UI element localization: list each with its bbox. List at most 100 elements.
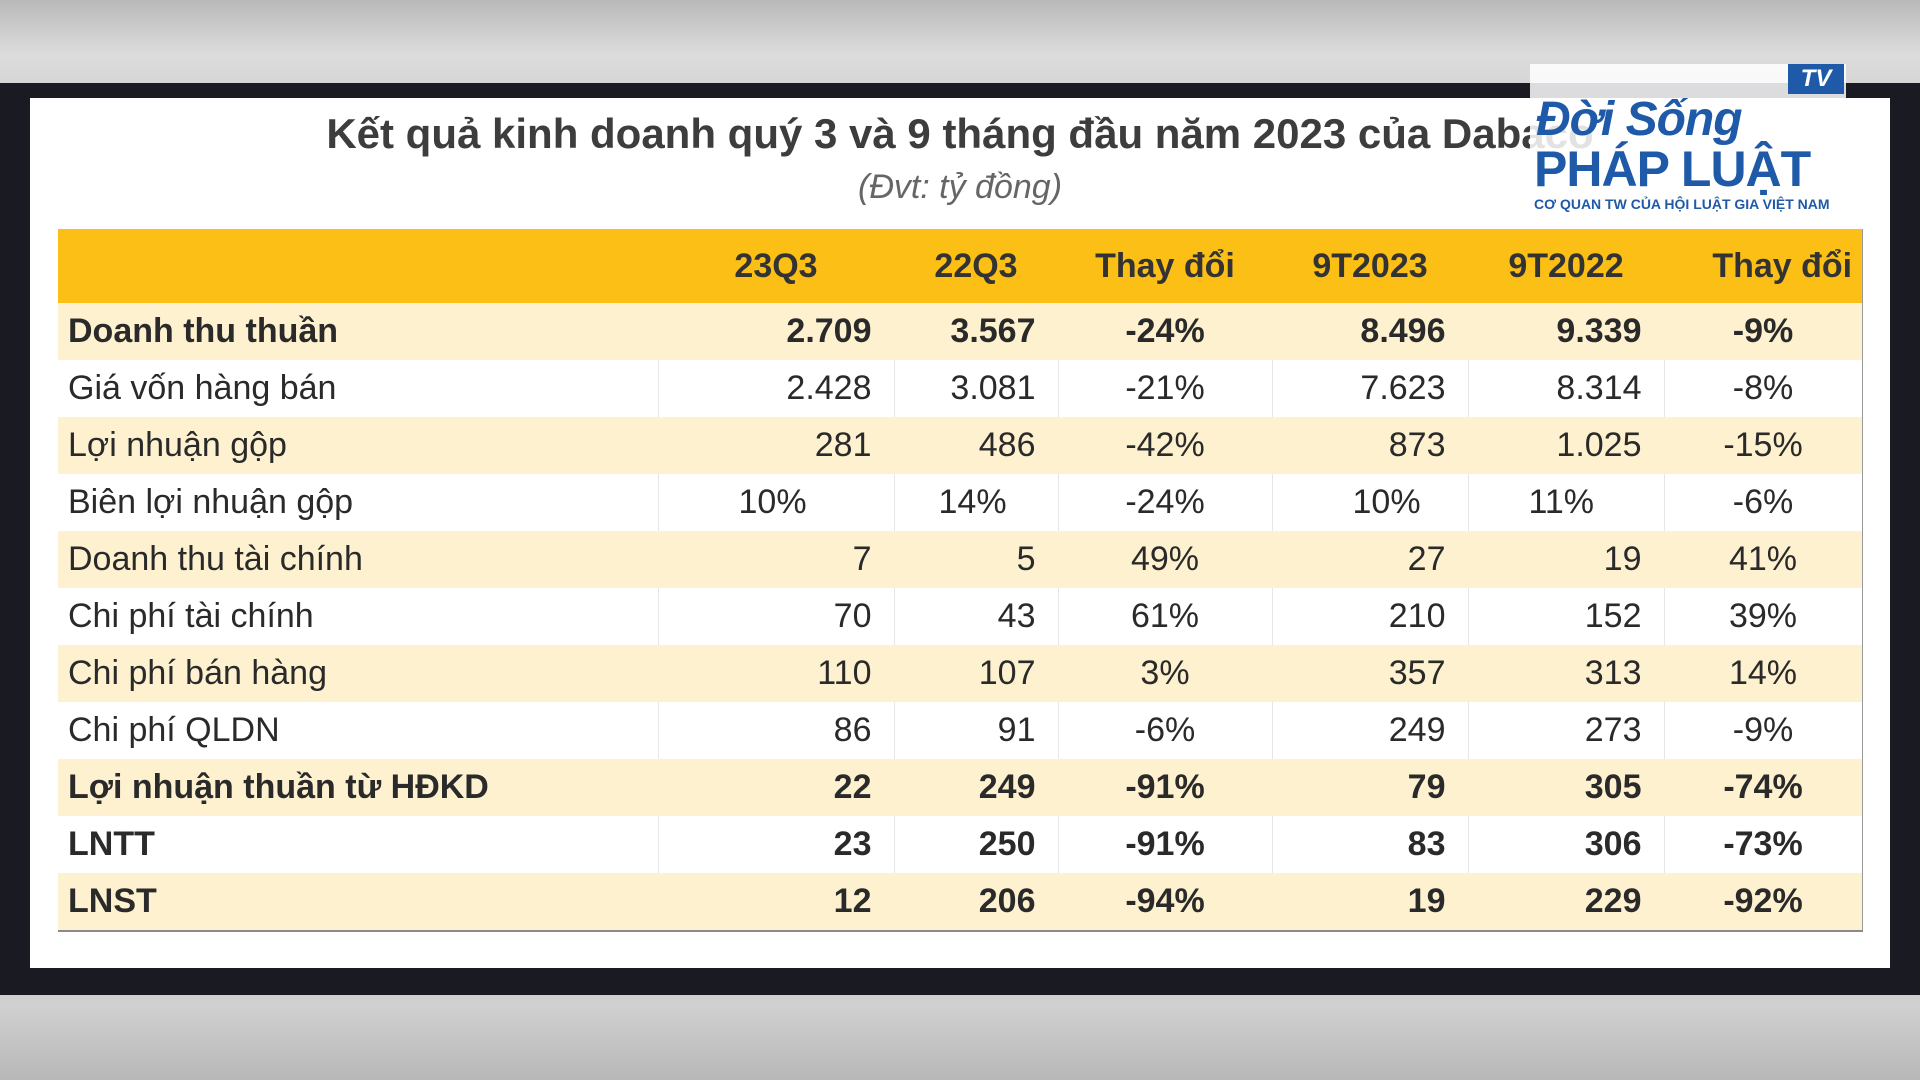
cell-m9-2022: 1.025 bbox=[1467, 417, 1664, 474]
cell-q-change: 3% bbox=[1057, 645, 1272, 702]
row-label: Biên lợi nhuận gộp bbox=[58, 474, 658, 531]
cell-m9-2023: 79 bbox=[1271, 759, 1468, 816]
row-label: LNTT bbox=[58, 816, 658, 873]
cell-m9-change: -15% bbox=[1663, 417, 1862, 474]
header-label bbox=[58, 229, 658, 303]
row-label: Giá vốn hàng bán bbox=[58, 360, 658, 417]
cell-q3-2022: 14% bbox=[893, 474, 1058, 531]
cell-m9-2022: 229 bbox=[1467, 873, 1664, 931]
page-title: Kết quả kinh doanh quý 3 và 9 tháng đầu … bbox=[326, 110, 1594, 157]
cell-m9-2023: 873 bbox=[1271, 417, 1468, 474]
cell-q3-2022: 3.081 bbox=[893, 360, 1058, 417]
cell-m9-change: -9% bbox=[1663, 303, 1862, 360]
row-label: Chi phí bán hàng bbox=[58, 645, 658, 702]
cell-m9-2022: 19 bbox=[1467, 531, 1664, 588]
cell-m9-2023: 7.623 bbox=[1271, 360, 1468, 417]
row-label: Chi phí tài chính bbox=[58, 588, 658, 645]
cell-q3-2023: 86 bbox=[657, 702, 894, 759]
table-row: Lợi nhuận gộp 281 486 -42% 873 1.025 -15% bbox=[58, 417, 1862, 474]
row-label: LNST bbox=[58, 873, 658, 931]
cell-q-change: -42% bbox=[1057, 417, 1272, 474]
cell-m9-change: 41% bbox=[1663, 531, 1862, 588]
cell-q-change: -6% bbox=[1057, 702, 1272, 759]
cell-m9-2022: 306 bbox=[1467, 816, 1664, 873]
cell-q3-2023: 7 bbox=[657, 531, 894, 588]
unit-note: (Đvt: tỷ đồng) bbox=[857, 168, 1063, 206]
cell-q3-2023: 70 bbox=[657, 588, 894, 645]
cell-m9-change: 39% bbox=[1663, 588, 1862, 645]
logo-tagline: CƠ QUAN TW CỦA HỘI LUẬT GIA VIỆT NAM bbox=[1534, 196, 1830, 212]
cell-q3-2022: 249 bbox=[893, 759, 1058, 816]
cell-q3-2023: 10% bbox=[657, 474, 894, 531]
table-header-row: 23Q3 22Q3 Thay đổi 9T2023 9T2022 Thay đổ… bbox=[58, 229, 1862, 303]
cell-q3-2023: 22 bbox=[657, 759, 894, 816]
row-label: Doanh thu thuần bbox=[58, 303, 658, 360]
row-label: Doanh thu tài chính bbox=[58, 531, 658, 588]
cell-m9-2023: 27 bbox=[1271, 531, 1468, 588]
header-23q3: 23Q3 bbox=[658, 229, 894, 303]
logo-line-1: Đời Sống bbox=[1536, 93, 1743, 146]
cell-m9-2023: 10% bbox=[1271, 474, 1468, 531]
logo-line-2: PHÁP LUẬT bbox=[1534, 141, 1811, 197]
cell-m9-2022: 305 bbox=[1467, 759, 1664, 816]
cell-q3-2022: 91 bbox=[893, 702, 1058, 759]
cell-q3-2023: 110 bbox=[657, 645, 894, 702]
header-quarter-change: Thay đổi bbox=[1058, 229, 1272, 303]
table-body: Doanh thu thuần 2.709 3.567 -24% 8.496 9.339-… bbox=[58, 303, 1862, 931]
cell-q3-2022: 107 bbox=[893, 645, 1058, 702]
cell-q3-2023: 23 bbox=[657, 816, 894, 873]
cell-q3-2022: 3.567 bbox=[893, 303, 1058, 360]
table-row: Chi phí bán hàng 110 107 3% 357 313 14% bbox=[58, 645, 1862, 702]
cell-q-change: -24% bbox=[1057, 474, 1272, 531]
cell-m9-2023: 357 bbox=[1271, 645, 1468, 702]
row-label: Lợi nhuận thuần từ HĐKD bbox=[58, 759, 658, 816]
header-9t2022: 9T2022 bbox=[1468, 229, 1664, 303]
cell-m9-2023: 19 bbox=[1271, 873, 1468, 931]
header-22q3: 22Q3 bbox=[894, 229, 1058, 303]
table-row: Doanh thu thuần 2.709 3.567 -24% 8.496 9.339-… bbox=[58, 303, 1862, 360]
cell-q3-2022: 5 bbox=[893, 531, 1058, 588]
cell-m9-change: -8% bbox=[1663, 360, 1862, 417]
table-row: Lợi nhuận thuần từ HĐKD 22 249 -91% 79 305 -74… bbox=[58, 759, 1862, 816]
header-9t2023: 9T2023 bbox=[1272, 229, 1468, 303]
table-row: Chi phí tài chính 70 43 61% 210 152 39% bbox=[58, 588, 1862, 645]
cell-m9-2022: 11% bbox=[1467, 474, 1664, 531]
cell-m9-2023: 8.496 bbox=[1271, 303, 1468, 360]
cell-q3-2022: 43 bbox=[893, 588, 1058, 645]
cell-q-change: -94% bbox=[1057, 873, 1272, 931]
cell-q3-2023: 281 bbox=[657, 417, 894, 474]
cell-q-change: -21% bbox=[1057, 360, 1272, 417]
cell-q3-2022: 250 bbox=[893, 816, 1058, 873]
cell-q3-2022: 206 bbox=[893, 873, 1058, 931]
logo-tv-badge: TV bbox=[1788, 64, 1844, 94]
cell-q-change: -91% bbox=[1057, 759, 1272, 816]
table-row: LNST 12 206 -94% 19 229 -92% bbox=[58, 873, 1862, 931]
table-row: Giá vốn hàng bán 2.428 3.081 -21% 7.623 8.314… bbox=[58, 360, 1862, 417]
cell-q3-2023: 2.709 bbox=[657, 303, 894, 360]
table-row: Chi phí QLDN 86 91 -6% 249 273 -9% bbox=[58, 702, 1862, 759]
row-label: Lợi nhuận gộp bbox=[58, 417, 658, 474]
cell-m9-2023: 210 bbox=[1271, 588, 1468, 645]
cell-m9-2022: 313 bbox=[1467, 645, 1664, 702]
cell-q3-2022: 486 bbox=[893, 417, 1058, 474]
cell-q-change: -91% bbox=[1057, 816, 1272, 873]
cell-m9-change: -92% bbox=[1663, 873, 1862, 931]
table-row: LNTT 23 250 -91% 83 306 -73% bbox=[58, 816, 1862, 873]
cell-m9-change: -6% bbox=[1663, 474, 1862, 531]
publisher-logo: TV Đời Sống PHÁP LUẬT CƠ QUAN TW CỦA HỘI… bbox=[1530, 64, 1846, 216]
cell-m9-change: -9% bbox=[1663, 702, 1862, 759]
cell-m9-2022: 152 bbox=[1467, 588, 1664, 645]
cell-q-change: -24% bbox=[1057, 303, 1272, 360]
cell-q-change: 49% bbox=[1057, 531, 1272, 588]
header-9m-change: Thay đổi bbox=[1664, 229, 1862, 303]
cell-m9-change: -73% bbox=[1663, 816, 1862, 873]
cell-m9-2022: 9.339 bbox=[1467, 303, 1664, 360]
cell-m9-2023: 249 bbox=[1271, 702, 1468, 759]
cell-q3-2023: 12 bbox=[657, 873, 894, 931]
row-label: Chi phí QLDN bbox=[58, 702, 658, 759]
cell-m9-change: -74% bbox=[1663, 759, 1862, 816]
table-row: Doanh thu tài chính 7 5 49% 27 19 41% bbox=[58, 531, 1862, 588]
cell-m9-change: 14% bbox=[1663, 645, 1862, 702]
cell-q3-2023: 2.428 bbox=[657, 360, 894, 417]
table-row: Biên lợi nhuận gộp 10% 14% -24% 10% 11% -6% bbox=[58, 474, 1862, 531]
